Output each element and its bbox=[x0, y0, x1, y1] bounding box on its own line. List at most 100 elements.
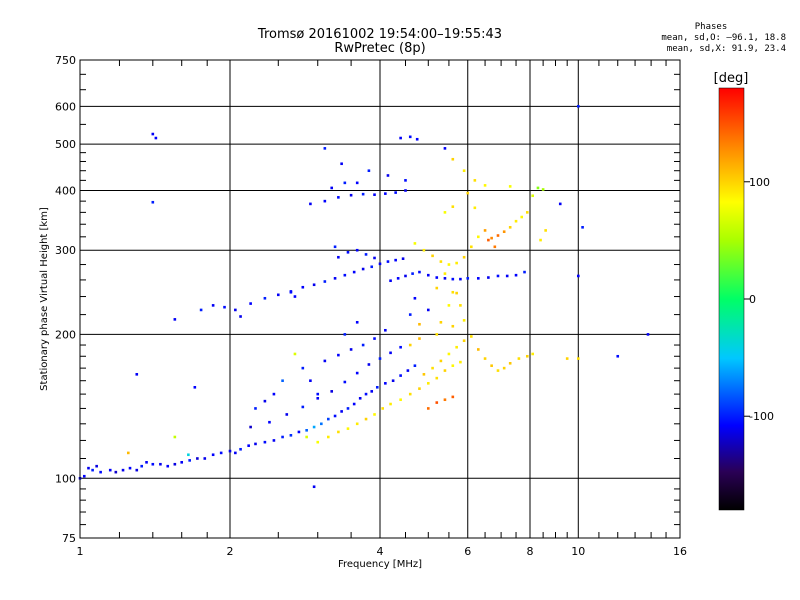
data-point bbox=[330, 390, 334, 393]
data-point bbox=[415, 137, 419, 141]
data-point bbox=[477, 348, 480, 351]
x-tick-label: 1 bbox=[77, 545, 84, 558]
data-point bbox=[289, 290, 293, 294]
data-point bbox=[514, 273, 518, 277]
x-tick-label: 2 bbox=[227, 545, 234, 558]
data-point bbox=[180, 461, 184, 464]
data-point bbox=[462, 319, 466, 322]
data-point bbox=[196, 457, 199, 460]
data-point bbox=[508, 361, 512, 365]
data-point bbox=[470, 245, 473, 249]
data-point bbox=[309, 202, 312, 206]
data-point bbox=[370, 390, 374, 393]
data-point bbox=[337, 255, 340, 259]
data-point bbox=[87, 466, 90, 470]
data-point bbox=[531, 352, 534, 356]
data-point bbox=[426, 273, 430, 277]
data-point bbox=[459, 277, 462, 281]
data-point bbox=[455, 261, 458, 265]
data-point bbox=[477, 277, 480, 280]
data-point bbox=[531, 194, 534, 198]
data-point bbox=[285, 413, 289, 416]
data-point bbox=[406, 369, 410, 372]
data-point bbox=[247, 444, 250, 447]
data-point bbox=[378, 357, 382, 360]
data-point bbox=[525, 354, 529, 358]
data-point bbox=[349, 193, 353, 197]
data-point bbox=[496, 274, 500, 278]
data-point bbox=[211, 453, 215, 457]
data-point bbox=[316, 440, 320, 444]
data-point bbox=[408, 135, 412, 139]
data-point bbox=[404, 189, 407, 192]
data-point bbox=[384, 192, 387, 195]
data-point bbox=[459, 304, 462, 307]
data-point bbox=[173, 462, 177, 466]
data-point bbox=[199, 308, 203, 312]
data-point bbox=[333, 245, 337, 249]
data-point bbox=[373, 413, 376, 416]
data-point bbox=[373, 256, 376, 260]
data-point bbox=[108, 468, 112, 472]
data-point bbox=[443, 147, 447, 150]
data-point bbox=[272, 439, 276, 442]
data-point bbox=[126, 451, 130, 455]
data-point bbox=[443, 398, 447, 402]
data-point bbox=[435, 401, 439, 404]
data-point bbox=[305, 435, 308, 439]
data-point bbox=[254, 442, 257, 446]
data-point bbox=[462, 339, 466, 343]
data-point bbox=[443, 211, 447, 214]
data-point bbox=[394, 191, 397, 194]
data-point bbox=[301, 405, 305, 409]
data-point bbox=[249, 425, 252, 429]
data-point bbox=[502, 230, 506, 233]
data-point bbox=[565, 357, 569, 360]
data-point bbox=[281, 379, 284, 383]
data-point bbox=[323, 199, 327, 203]
data-point bbox=[462, 169, 466, 173]
data-point bbox=[381, 407, 384, 410]
y-tick-label: 100 bbox=[55, 472, 76, 485]
data-point bbox=[301, 366, 305, 370]
data-point bbox=[91, 468, 94, 472]
data-point bbox=[343, 273, 347, 277]
data-point bbox=[281, 435, 284, 439]
data-point bbox=[455, 291, 458, 295]
data-point bbox=[263, 440, 267, 444]
data-point bbox=[418, 270, 421, 274]
data-point bbox=[496, 369, 500, 372]
x-tick-label: 8 bbox=[527, 545, 534, 558]
data-point bbox=[370, 265, 374, 269]
data-point bbox=[373, 337, 376, 340]
data-point bbox=[364, 417, 368, 421]
data-point bbox=[333, 414, 337, 418]
data-point bbox=[473, 179, 477, 182]
data-point bbox=[364, 392, 368, 396]
data-point bbox=[443, 369, 447, 372]
data-point bbox=[401, 257, 405, 260]
data-point bbox=[508, 185, 512, 188]
data-point bbox=[389, 351, 392, 355]
data-point bbox=[352, 270, 356, 274]
colorbar-ticks: 100 0 -100 bbox=[744, 176, 774, 423]
data-point bbox=[114, 470, 118, 474]
data-point bbox=[451, 277, 455, 281]
data-point bbox=[399, 374, 402, 377]
data-point bbox=[399, 398, 402, 402]
data-point bbox=[272, 392, 276, 396]
data-point bbox=[343, 380, 347, 384]
data-point bbox=[135, 373, 139, 376]
data-point bbox=[426, 308, 430, 312]
data-point bbox=[320, 422, 323, 426]
data-point bbox=[483, 229, 487, 232]
data-point bbox=[312, 425, 316, 429]
x-tick-label: 10 bbox=[571, 545, 585, 558]
data-point bbox=[544, 229, 547, 232]
data-point bbox=[135, 468, 139, 472]
data-point bbox=[187, 453, 190, 457]
data-point bbox=[431, 254, 434, 258]
data-point bbox=[466, 277, 470, 280]
data-point bbox=[435, 333, 439, 336]
data-point bbox=[502, 366, 506, 370]
